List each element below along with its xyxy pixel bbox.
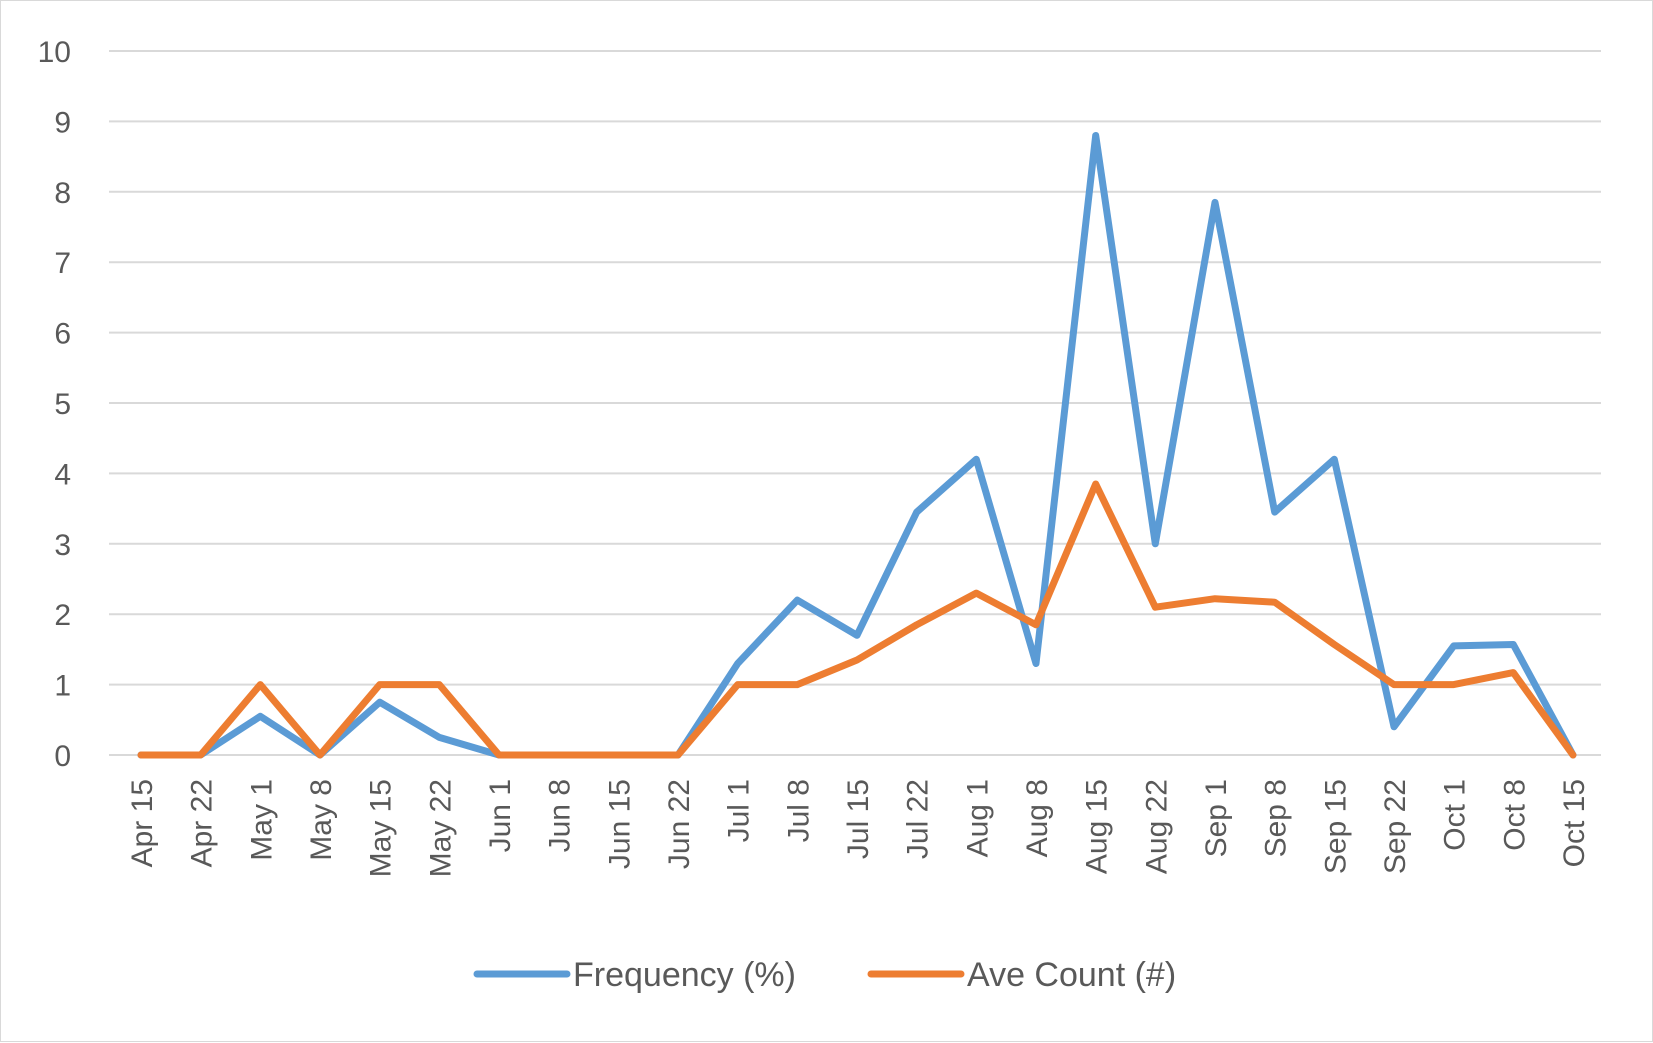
legend-label: Ave Count (#)	[967, 956, 1176, 994]
x-axis-ticks: Apr 15 Apr 22 May 1 May 8 May 15 May 22 Jun 1 J…	[126, 779, 1591, 877]
x-tick-label: Jun 8	[544, 779, 577, 852]
x-tick-label: Aug 8	[1021, 779, 1054, 857]
x-tick-label: Oct 1	[1439, 779, 1472, 851]
y-tick-label: 7	[54, 247, 71, 280]
x-tick-label: Oct 8	[1498, 779, 1531, 851]
x-tick-label: Sep 8	[1260, 779, 1293, 857]
x-tick-label: Aug 22	[1140, 779, 1173, 874]
x-tick-label: Aug 15	[1081, 779, 1114, 874]
y-axis-ticks: 0 1 2 3 4 5 6 7 8 9 10	[38, 36, 71, 773]
y-tick-label: 9	[54, 106, 71, 139]
y-tick-label: 1	[54, 670, 71, 703]
series-line-0	[137, 132, 1577, 759]
x-tick-label: Sep 15	[1319, 779, 1352, 874]
x-tick-label: May 15	[365, 779, 398, 877]
x-tick-label: Apr 22	[186, 779, 219, 867]
y-tick-label: 6	[54, 318, 71, 351]
y-tick-label: 3	[54, 529, 71, 562]
y-tick-label: 10	[38, 36, 71, 69]
x-tick-label: May 1	[245, 779, 278, 861]
x-tick-label: Apr 15	[126, 779, 159, 867]
x-tick-label: Jun 22	[663, 779, 696, 869]
y-tick-label: 5	[54, 388, 71, 421]
series-lines	[137, 132, 1577, 759]
x-tick-label: Sep 22	[1379, 779, 1412, 874]
x-tick-label: Jul 8	[782, 779, 815, 842]
x-tick-label: Jul 15	[842, 779, 875, 859]
y-tick-label: 4	[54, 458, 71, 491]
y-tick-label: 8	[54, 177, 71, 210]
y-tick-label: 2	[54, 599, 71, 632]
x-tick-label: Jul 1	[723, 779, 756, 842]
x-tick-label: Jun 15	[603, 779, 636, 869]
legend-label: Frequency (%)	[573, 956, 796, 994]
legend: Frequency (%) Ave Count (#)	[473, 956, 1176, 994]
x-tick-label: Jul 22	[902, 779, 935, 859]
y-tick-label: 0	[54, 740, 71, 773]
x-tick-label: Sep 1	[1200, 779, 1233, 857]
x-tick-label: May 22	[424, 779, 457, 877]
x-tick-label: Aug 1	[961, 779, 994, 857]
gridlines	[109, 50, 1601, 756]
x-tick-label: Oct 15	[1558, 779, 1591, 867]
series-line-1	[137, 480, 1577, 759]
x-tick-label: Jun 1	[484, 779, 517, 852]
x-tick-label: May 8	[305, 779, 338, 861]
